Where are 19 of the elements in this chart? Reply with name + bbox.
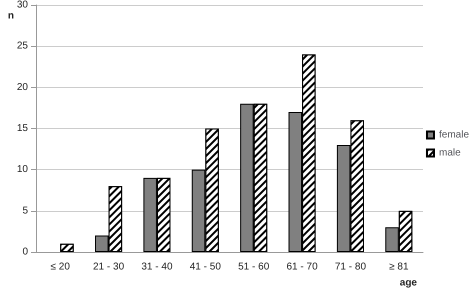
x-tick-label: ≤ 20 — [50, 262, 70, 272]
y-tick-label: 10 — [16, 164, 28, 176]
x-axis-title: age — [400, 278, 418, 288]
y-tick-label: 30 — [16, 0, 28, 10]
x-tick-label: 51 - 60 — [238, 262, 270, 272]
y-tick-label: 5 — [22, 205, 28, 216]
x-tick-label: 21 - 30 — [92, 262, 125, 272]
x-tick-label: 31 - 40 — [141, 262, 173, 272]
x-tick-label: 71 - 80 — [334, 262, 366, 272]
legend-label: male — [438, 148, 462, 158]
legend-label: female — [438, 130, 470, 140]
x-tick-label: ≥ 81 — [389, 262, 409, 272]
y-tick-label: 25 — [16, 40, 28, 52]
y-tick-label: 0 — [22, 246, 28, 258]
y-axis-title: n — [8, 10, 14, 22]
x-tick-label: 41 - 50 — [190, 262, 222, 272]
y-tick-label: 15 — [16, 123, 28, 134]
y-tick-label: 20 — [16, 82, 28, 93]
x-tick-label: 61 - 70 — [286, 262, 318, 272]
